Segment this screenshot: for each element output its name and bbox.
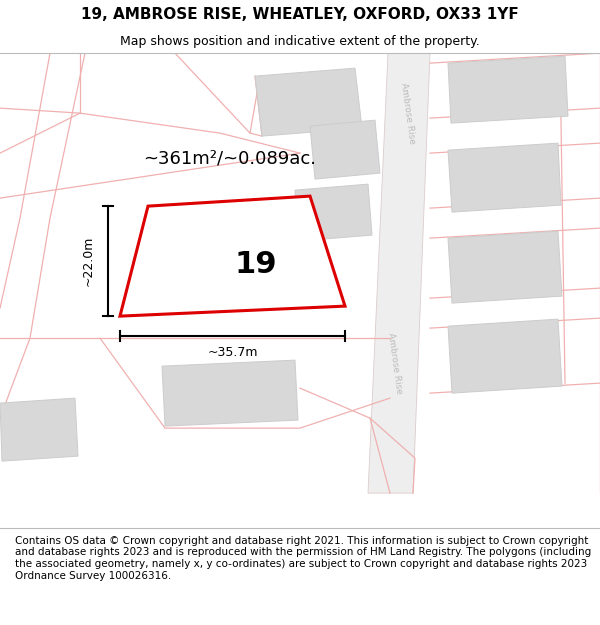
Text: Contains OS data © Crown copyright and database right 2021. This information is : Contains OS data © Crown copyright and d… (15, 536, 591, 581)
Text: ~361m²/~0.089ac.: ~361m²/~0.089ac. (143, 149, 317, 167)
Text: Ambrose Rise: Ambrose Rise (386, 332, 404, 394)
Polygon shape (448, 56, 568, 123)
Polygon shape (255, 68, 362, 136)
Polygon shape (448, 231, 562, 303)
Polygon shape (0, 398, 78, 461)
Polygon shape (162, 360, 298, 426)
Polygon shape (310, 120, 380, 179)
Text: ~22.0m: ~22.0m (82, 236, 95, 286)
Polygon shape (295, 184, 372, 241)
Text: Ambrose Rise: Ambrose Rise (399, 82, 417, 144)
Text: ~35.7m: ~35.7m (207, 346, 258, 359)
Text: 19, AMBROSE RISE, WHEATLEY, OXFORD, OX33 1YF: 19, AMBROSE RISE, WHEATLEY, OXFORD, OX33… (81, 8, 519, 22)
Polygon shape (368, 53, 430, 493)
Polygon shape (448, 143, 561, 212)
Text: 19: 19 (235, 249, 277, 279)
Text: Map shows position and indicative extent of the property.: Map shows position and indicative extent… (120, 35, 480, 48)
Polygon shape (448, 319, 562, 393)
Polygon shape (120, 196, 345, 316)
